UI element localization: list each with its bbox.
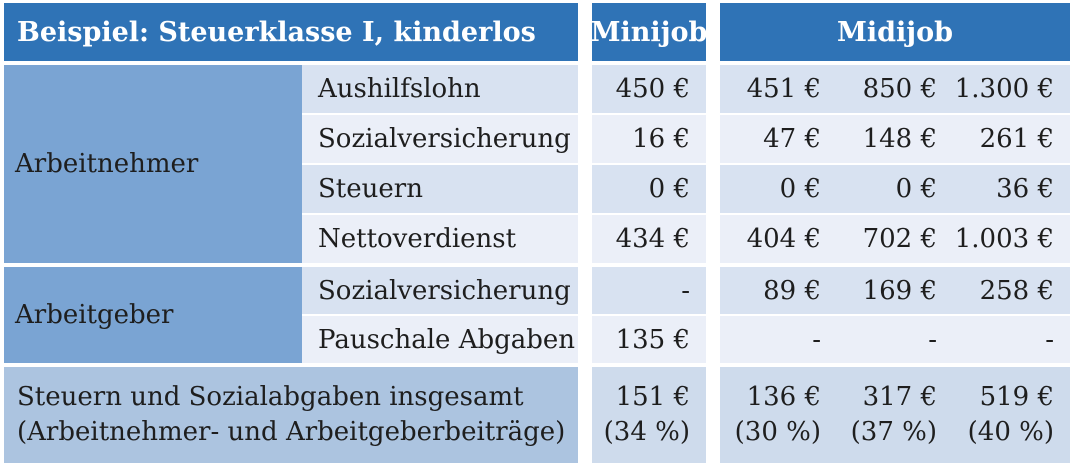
footer-total-minijob: 151 € (34 %) xyxy=(592,367,706,463)
row-label-steuern: Steuern xyxy=(302,165,578,213)
value-steuern-midijob-1: 0 € xyxy=(720,165,837,213)
footer-total-midijob-3-amount: 519 € xyxy=(979,381,1054,412)
footer-total-midijob-3: 519 € (40 %) xyxy=(953,367,1070,463)
value-aushilfslohn-minijob: 450 € xyxy=(592,65,706,113)
footer-total-label: Steuern und Sozialabgaben insgesamt (Arb… xyxy=(4,367,578,463)
value-sozialversicherung-ag-minijob: - xyxy=(592,267,706,314)
value-nettoverdienst-midijob-3: 1.003 € xyxy=(953,215,1070,263)
value-sozialversicherung-ag-midijob-2: 169 € xyxy=(837,267,953,314)
row-label-nettoverdienst: Nettoverdienst xyxy=(302,215,578,263)
value-sozialversicherung-ag-midijob-3: 258 € xyxy=(953,267,1070,314)
value-pauschale-abgaben-minijob: 135 € xyxy=(592,316,706,363)
column-header-midijob: Midijob xyxy=(720,3,1070,61)
table-title: Beispiel: Steuerklasse I, kinderlos xyxy=(4,3,578,61)
value-pauschale-abgaben-midijob-1: - xyxy=(720,316,837,363)
value-nettoverdienst-midijob-2: 702 € xyxy=(837,215,953,263)
footer-total-minijob-percent: (34 %) xyxy=(603,417,690,447)
row-label-sozialversicherung-ag: Sozialversicherung xyxy=(302,267,578,314)
section-label-arbeitgeber: Arbeitgeber xyxy=(4,267,302,363)
value-pauschale-abgaben-midijob-2: - xyxy=(837,316,953,363)
value-nettoverdienst-midijob-1: 404 € xyxy=(720,215,837,263)
value-pauschale-abgaben-midijob-3: - xyxy=(953,316,1070,363)
row-label-sozialversicherung-an: Sozialversicherung xyxy=(302,115,578,163)
value-sozialversicherung-an-minijob: 16 € xyxy=(592,115,706,163)
footer-total-minijob-amount: 151 € xyxy=(615,381,690,412)
footer-total-label-line1: Steuern und Sozialabgaben insgesamt xyxy=(17,381,524,412)
footer-total-midijob-2: 317 € (37 %) xyxy=(837,367,953,463)
footer-total-midijob-1-amount: 136 € xyxy=(746,381,821,412)
footer-total-midijob-2-amount: 317 € xyxy=(862,381,937,412)
row-label-aushilfslohn: Aushilfslohn xyxy=(302,65,578,113)
value-sozialversicherung-an-midijob-1: 47 € xyxy=(720,115,837,163)
value-steuern-midijob-2: 0 € xyxy=(837,165,953,213)
footer-total-midijob-1: 136 € (30 %) xyxy=(720,367,837,463)
value-steuern-minijob: 0 € xyxy=(592,165,706,213)
footer-total-label-line2: (Arbeitnehmer- und Arbeitgeberbeiträge) xyxy=(17,417,566,447)
footer-total-midijob-3-percent: (40 %) xyxy=(967,417,1054,447)
value-sozialversicherung-an-midijob-2: 148 € xyxy=(837,115,953,163)
row-label-pauschale-abgaben: Pauschale Abgaben xyxy=(302,316,578,363)
value-aushilfslohn-midijob-3: 1.300 € xyxy=(953,65,1070,113)
section-label-arbeitnehmer: Arbeitnehmer xyxy=(4,65,302,263)
value-sozialversicherung-an-midijob-3: 261 € xyxy=(953,115,1070,163)
value-aushilfslohn-midijob-1: 451 € xyxy=(720,65,837,113)
value-steuern-midijob-3: 36 € xyxy=(953,165,1070,213)
value-sozialversicherung-ag-midijob-1: 89 € xyxy=(720,267,837,314)
value-nettoverdienst-minijob: 434 € xyxy=(592,215,706,263)
footer-total-midijob-1-percent: (30 %) xyxy=(734,417,821,447)
value-aushilfslohn-midijob-2: 850 € xyxy=(837,65,953,113)
column-header-minijob: Minijob xyxy=(591,3,707,61)
footer-total-midijob-2-percent: (37 %) xyxy=(850,417,937,447)
